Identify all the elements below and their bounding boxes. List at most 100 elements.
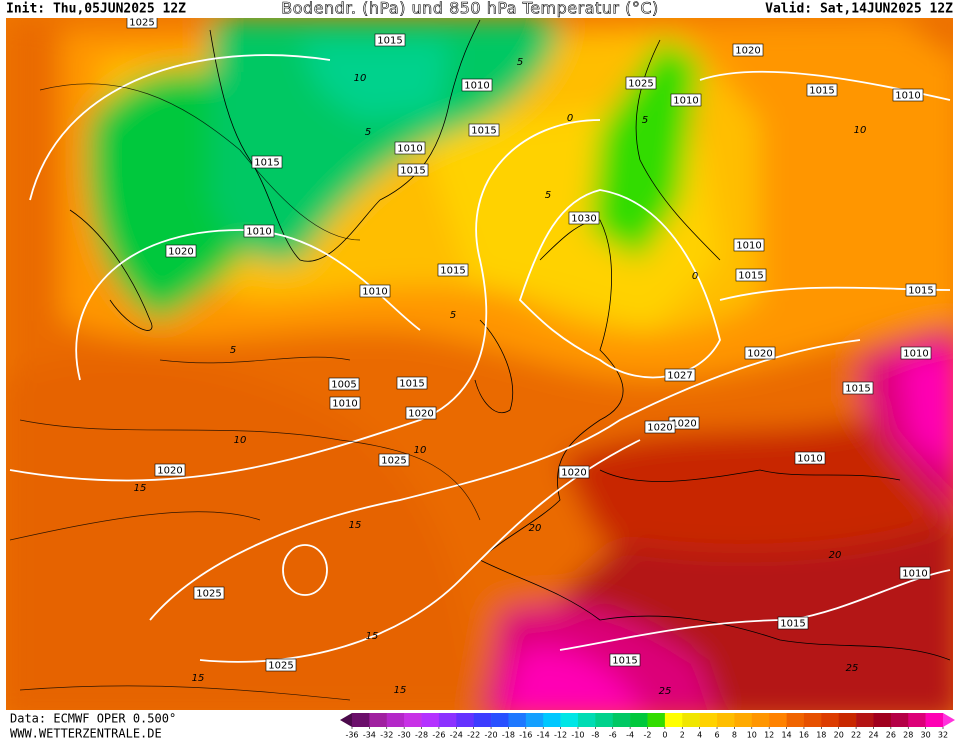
isobar-label: 1020 (747, 349, 772, 360)
website: WWW.WETTERZENTRALE.DE (10, 727, 162, 741)
isobar-label-box (397, 163, 429, 177)
isobar-label: 1015 (780, 619, 805, 630)
isobar-label: 1025 (381, 456, 406, 467)
isobar-label: 1010 (332, 399, 357, 410)
colorbar-label: 12 (764, 731, 774, 740)
colorbar-label: -16 (519, 731, 532, 740)
temperature-label: 10 (354, 73, 367, 84)
colorbar-label: -24 (450, 731, 463, 740)
colorbar-label: 4 (697, 731, 702, 740)
isobar-label: 1030 (571, 214, 596, 225)
isobar-label-box (568, 211, 600, 225)
colorbar-swatch (838, 713, 857, 727)
colorbar-label: 2 (680, 731, 685, 740)
colorbar-swatch (612, 713, 631, 727)
isobar-label: 1015 (254, 158, 279, 169)
isobar-label-box (905, 283, 937, 297)
colorbar-swatch (717, 713, 735, 727)
colorbar-label: -10 (571, 731, 584, 740)
colorbar-label: -18 (502, 731, 515, 740)
isobar-label-box (744, 346, 776, 360)
colorbar-label: -30 (398, 731, 411, 740)
temperature-label: 10 (414, 445, 427, 456)
colorbar-arrow (340, 713, 352, 727)
colorbar-swatch (630, 713, 648, 727)
colorbar-swatch (925, 713, 944, 727)
temperature-label: 15 (366, 631, 379, 642)
isobar-label-box (892, 88, 924, 102)
isobar-label: 1010 (797, 454, 822, 465)
colorbar-swatch (369, 713, 388, 727)
isobar-label: 1027 (667, 371, 692, 382)
isobar-label-box (328, 377, 360, 391)
isobar-label-box (609, 653, 641, 667)
colorbar-swatch (786, 713, 805, 727)
colorbar-label: 32 (938, 731, 948, 740)
isobar-label-box (664, 368, 696, 382)
colorbar-label: 24 (868, 731, 878, 740)
isobar-label-box (794, 451, 826, 465)
isobar-label: 1015 (809, 86, 834, 97)
isobar-label-box (437, 263, 469, 277)
colorbar-swatch (647, 713, 666, 727)
temperature-label: 15 (349, 520, 362, 531)
colorbar-swatch (525, 713, 544, 727)
isobar-label-box (154, 463, 186, 477)
isobar-labels: 1025101510101015101010151015101010201030… (126, 18, 937, 672)
isobar-label: 1020 (647, 423, 672, 434)
colorbar-label: 14 (781, 731, 791, 740)
isobar-label: 1015 (612, 656, 637, 667)
colorbar-label: -34 (363, 731, 376, 740)
isobar-label-box (842, 381, 874, 395)
colorbar-label: -22 (467, 731, 480, 740)
isobar-label-box (359, 284, 391, 298)
isobar-label-box (900, 346, 932, 360)
isobar-label-box (558, 465, 590, 479)
data-source: Data: ECMWF OPER 0.500° (10, 712, 176, 726)
colorbar-swatch (873, 713, 892, 727)
isobar-label-box (777, 616, 809, 630)
colorbar-label: 8 (732, 731, 737, 740)
colorbar-label: 22 (851, 731, 861, 740)
colorbar-swatch (734, 713, 753, 727)
temperature-label: 25 (846, 663, 859, 674)
isobar-label: 1010 (464, 81, 489, 92)
isobar-label: 1025 (628, 79, 653, 90)
colorbar-swatch (543, 713, 561, 727)
isobar-label: 1010 (736, 241, 761, 252)
colorbar-swatch (699, 713, 718, 727)
isobar-label-box (329, 396, 361, 410)
colorbar-arrow (943, 713, 955, 727)
isobar-label: 1015 (845, 384, 870, 395)
colorbar-swatch (386, 713, 405, 727)
isobar-label: 1015 (440, 266, 465, 277)
temperature-label: 5 (642, 115, 648, 126)
colorbar-label: -32 (380, 731, 393, 740)
isobar-label-box (732, 43, 764, 57)
colorbar-label: 6 (714, 731, 719, 740)
isobar-label-box (670, 93, 702, 107)
colorbar-swatch (491, 713, 509, 727)
isobar-label: 1020 (671, 419, 696, 430)
colorbar-label: -4 (626, 731, 634, 740)
colorbar-swatch (856, 713, 874, 727)
colorbar-swatch (456, 713, 474, 727)
isobar-label: 1020 (168, 247, 193, 258)
isobar-label-box (733, 238, 765, 252)
isobar-label-box (468, 123, 500, 137)
isobar-label-box (735, 268, 767, 282)
isobar-label: 1015 (471, 126, 496, 137)
colorbar-swatch (404, 713, 422, 727)
colorbar-label: -36 (345, 731, 358, 740)
colorbar-label: 0 (662, 731, 667, 740)
colorbar-swatch (577, 713, 596, 727)
isobar-label-box (625, 76, 657, 90)
colorbar-swatch (438, 713, 457, 727)
isobar-label-box (405, 406, 437, 420)
isobar-label-box (251, 155, 283, 169)
colorbar-label: -26 (432, 731, 445, 740)
coastlines (69, 19, 951, 661)
isobar-label-box (126, 18, 158, 29)
